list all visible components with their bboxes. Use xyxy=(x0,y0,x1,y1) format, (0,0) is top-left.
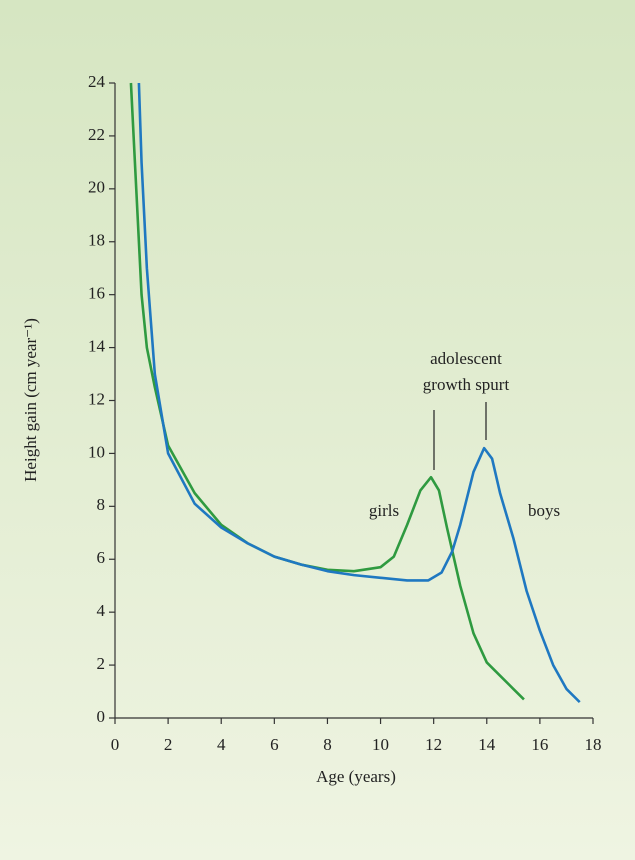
y-tick-label: 10 xyxy=(88,442,105,461)
y-tick-label: 22 xyxy=(88,125,105,144)
series-line xyxy=(129,82,525,701)
x-tick-label: 8 xyxy=(323,735,332,754)
y-tick-label: 18 xyxy=(88,231,105,250)
x-tick-label: 12 xyxy=(425,735,442,754)
x-tick-label: 2 xyxy=(164,735,173,754)
x-tick-label: 10 xyxy=(372,735,389,754)
x-tick-label: 14 xyxy=(478,735,496,754)
y-tick-label: 8 xyxy=(97,495,106,514)
y-tick-label: 16 xyxy=(88,284,105,303)
x-tick-label: 18 xyxy=(585,735,602,754)
y-tick-label: 6 xyxy=(97,548,106,567)
x-tick-label: 6 xyxy=(270,735,279,754)
y-tick-label: 12 xyxy=(88,389,105,408)
y-axis-label: Height gain (cm year⁻¹) xyxy=(21,318,40,482)
x-axis-label: Age (years) xyxy=(316,767,396,786)
y-tick-label: 0 xyxy=(97,707,106,726)
y-tick-label: 4 xyxy=(97,601,106,620)
y-tick-label: 24 xyxy=(88,72,106,91)
y-tick-label: 14 xyxy=(88,336,106,355)
y-tick-label: 20 xyxy=(88,178,105,197)
series-label: girls xyxy=(369,501,399,520)
x-tick-label: 4 xyxy=(217,735,226,754)
series-line xyxy=(137,82,581,704)
annotation: adolescent xyxy=(430,349,502,368)
x-tick-label: 16 xyxy=(531,735,548,754)
y-tick-label: 2 xyxy=(97,654,106,673)
series-label: boys xyxy=(528,501,560,520)
x-tick-label: 0 xyxy=(111,735,120,754)
annotation: growth spurt xyxy=(423,375,510,394)
